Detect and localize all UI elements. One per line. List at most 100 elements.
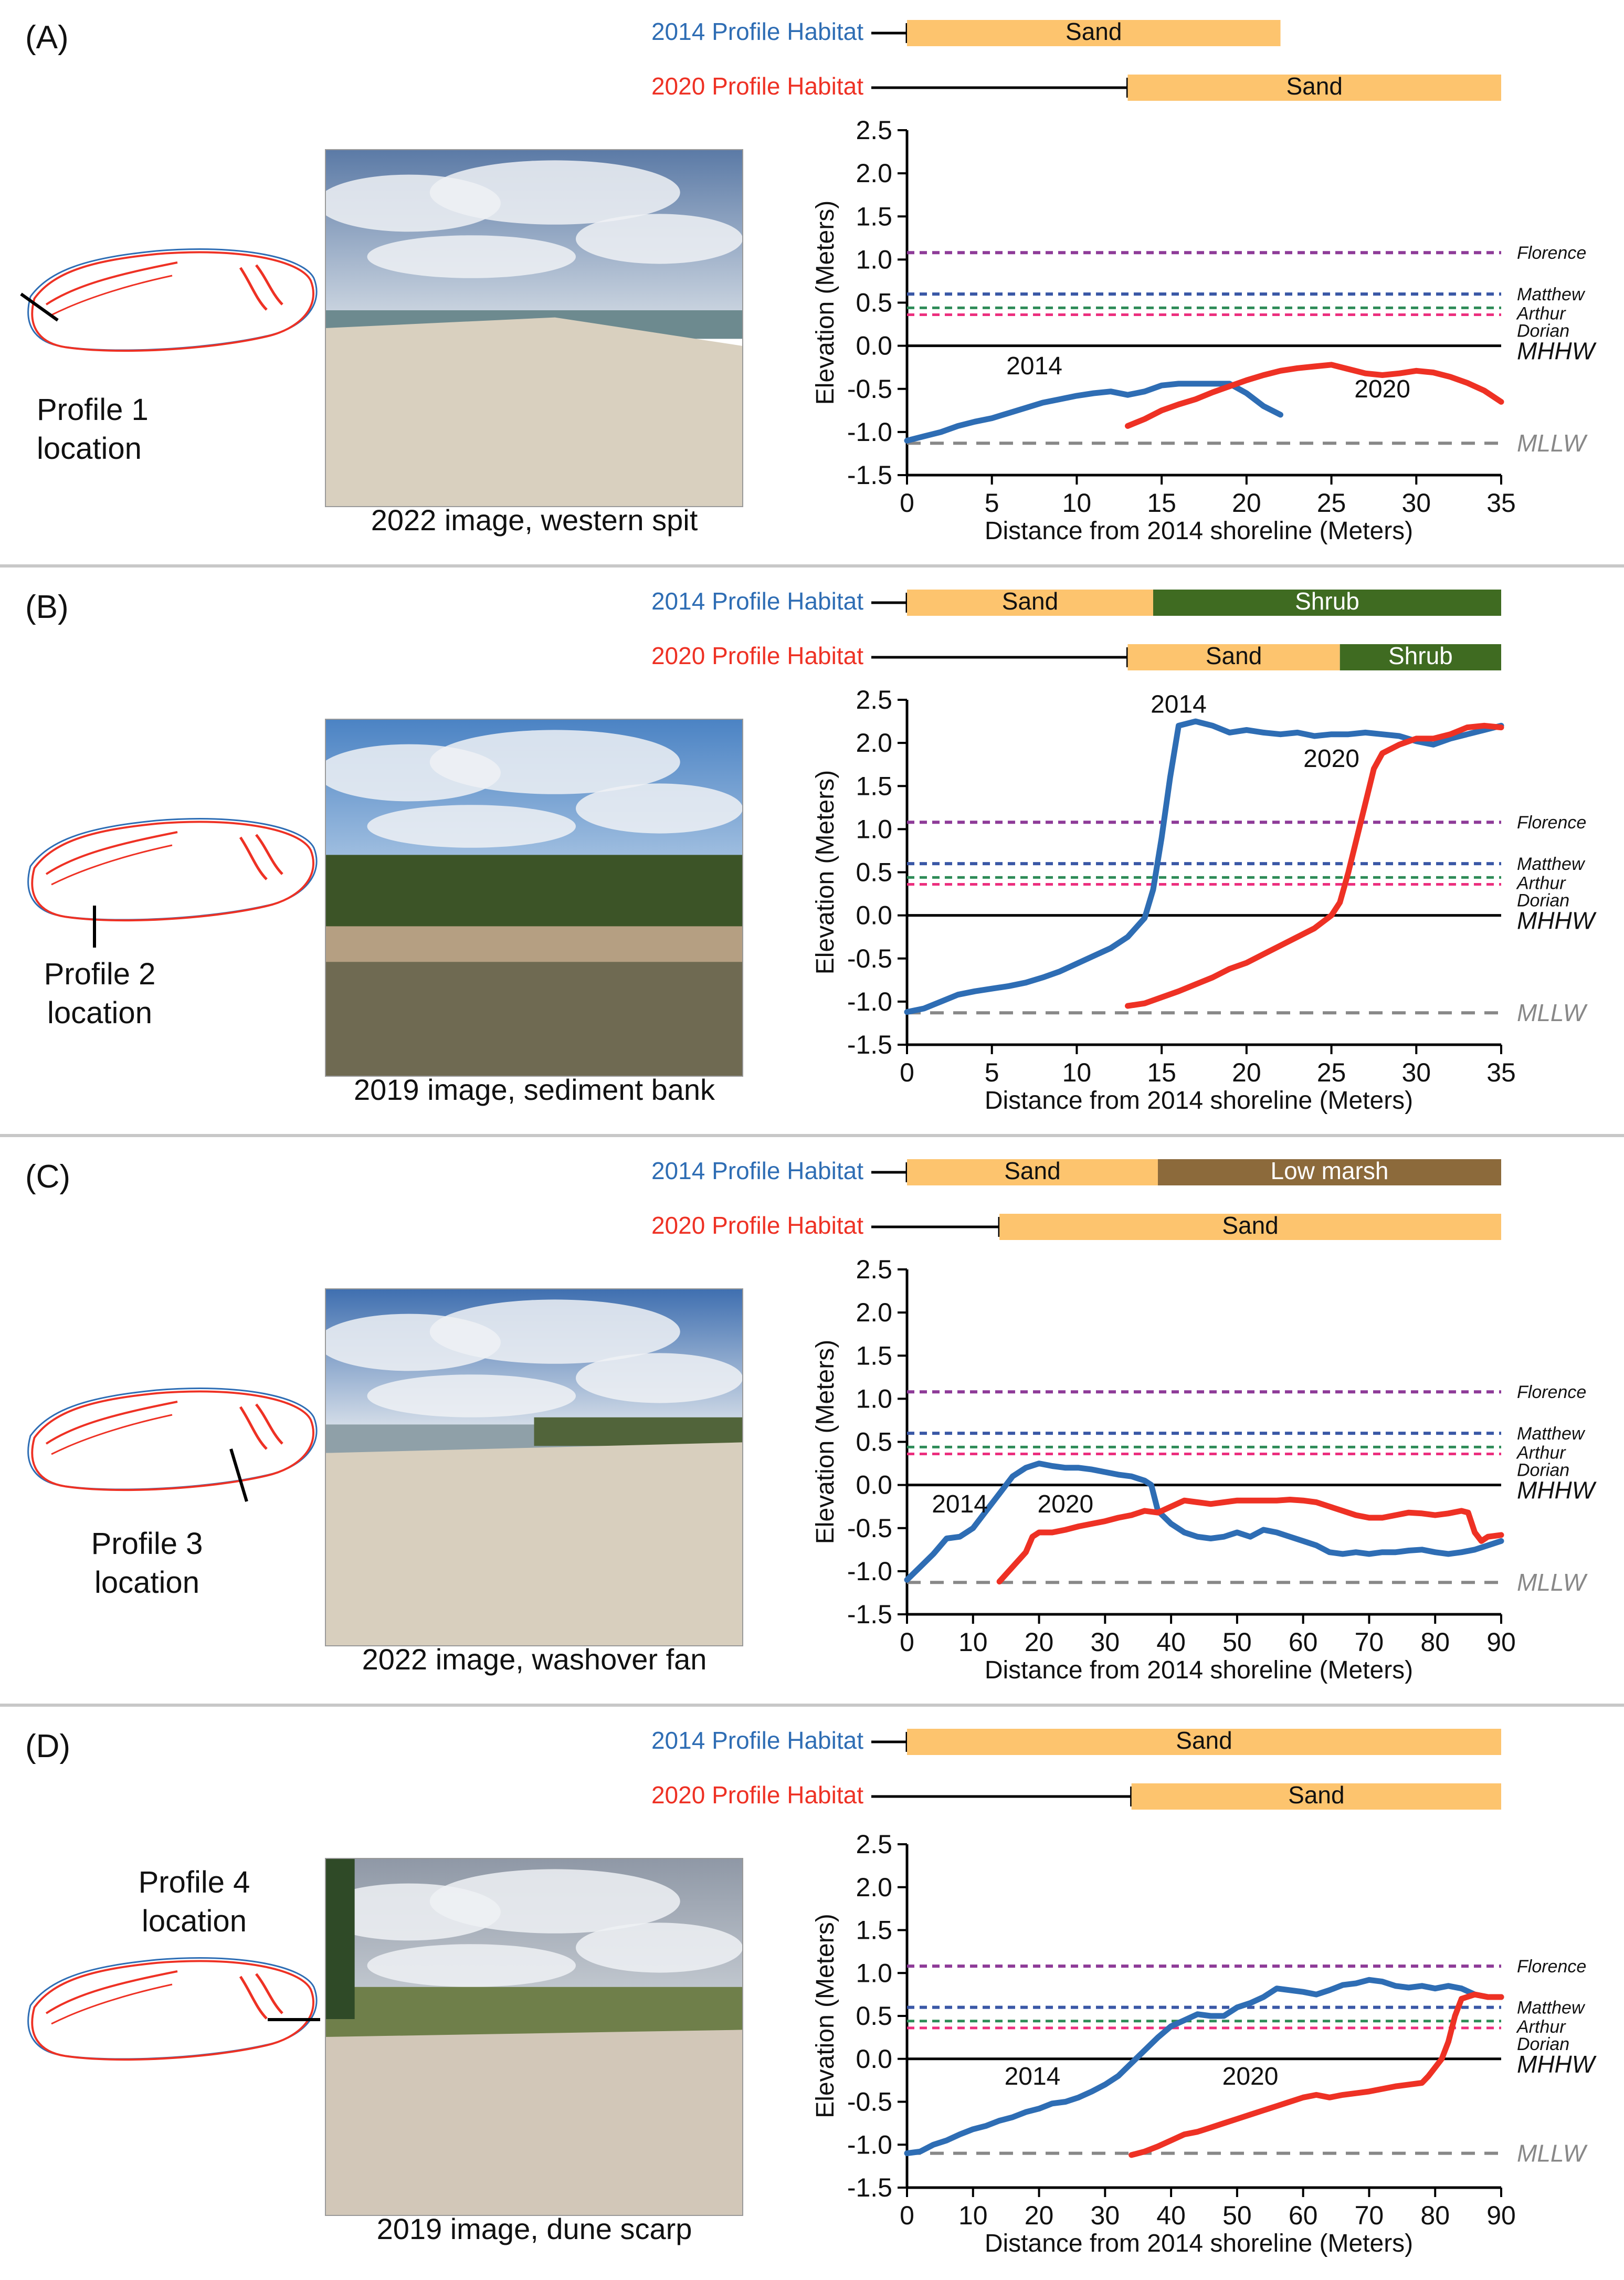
- x-axis-title: Distance from 2014 shoreline (Meters): [985, 1656, 1413, 1684]
- x-tick-label: 20: [1232, 1058, 1261, 1087]
- photo-tree: [325, 1858, 355, 2019]
- photo-image: [317, 150, 743, 507]
- x-tick-label: 70: [1355, 1627, 1384, 1657]
- photo-image: [317, 1289, 743, 1646]
- x-tick-label: 25: [1317, 1058, 1346, 1087]
- island-inner-channel: [46, 262, 177, 304]
- photo-cloud: [576, 214, 743, 264]
- photo-sand: [325, 1442, 743, 1646]
- level-label-matthew: Matthew: [1517, 854, 1586, 874]
- x-tick-label: 5: [985, 1058, 999, 1087]
- series-line-2020: [1128, 365, 1502, 426]
- island-inner-channel: [51, 1415, 172, 1454]
- photo-bank: [325, 926, 743, 962]
- level-label-matthew: Matthew: [1517, 285, 1586, 304]
- x-tick-label: 50: [1222, 2201, 1252, 2230]
- x-tick-label: 30: [1091, 1627, 1120, 1657]
- profile-location-label: location: [142, 1904, 247, 1938]
- y-tick-label: 0.5: [856, 288, 892, 318]
- x-tick-label: 0: [900, 1627, 914, 1657]
- level-label-mhhw: MHHW: [1517, 907, 1597, 934]
- y-tick-label: 2.0: [856, 159, 892, 188]
- series-label-2014: 2014: [1006, 352, 1062, 380]
- habitat-label-2020: 2020 Profile Habitat: [651, 1212, 863, 1239]
- photo-caption: 2022 image, washover fan: [362, 1643, 707, 1676]
- habitat-bar-label: Sand: [1002, 587, 1058, 615]
- photo-sand: [325, 318, 743, 507]
- habitat-label-2014: 2014 Profile Habitat: [651, 587, 863, 615]
- series-label-2020: 2020: [1354, 375, 1410, 403]
- series-line-2014: [907, 721, 1501, 1012]
- level-label-mhhw: MHHW: [1517, 2051, 1597, 2078]
- y-tick-label: 0.0: [856, 1470, 892, 1500]
- y-tick-label: -1.0: [847, 2130, 892, 2159]
- level-label-florence: Florence: [1517, 243, 1586, 263]
- island-creek: [240, 1974, 282, 2019]
- island-creek: [240, 265, 282, 310]
- y-tick-label: -0.5: [847, 944, 892, 973]
- habitat-bar-label: Sand: [1288, 1781, 1344, 1809]
- y-tick-label: -1.5: [847, 2173, 892, 2202]
- habitat-label-2014: 2014 Profile Habitat: [651, 1727, 863, 1754]
- y-tick-label: -1.5: [847, 1600, 892, 1629]
- y-tick-label: 0.0: [856, 901, 892, 930]
- y-tick-label: 2.5: [856, 685, 892, 715]
- y-axis-title: Elevation (Meters): [811, 201, 839, 405]
- photo-sand: [325, 2030, 743, 2215]
- x-tick-label: 10: [1062, 488, 1092, 518]
- x-tick-label: 10: [1062, 1058, 1092, 1087]
- level-label-mllw: MLLW: [1517, 999, 1588, 1026]
- photo-cloud: [576, 783, 743, 833]
- y-tick-label: 1.0: [856, 1958, 892, 1988]
- y-tick-label: 2.0: [856, 728, 892, 758]
- x-tick-label: 10: [958, 2201, 988, 2230]
- x-axis-title: Distance from 2014 shoreline (Meters): [985, 1087, 1413, 1115]
- series-label-2020: 2020: [1222, 2063, 1279, 2090]
- profile-location-label: location: [37, 432, 142, 466]
- photo-caption: 2022 image, western spit: [371, 503, 698, 537]
- level-label-mhhw: MHHW: [1517, 1477, 1597, 1504]
- habitat-bar-label: Low marsh: [1270, 1157, 1388, 1184]
- series-label-2020: 2020: [1303, 745, 1359, 773]
- photo-cloud: [367, 1374, 576, 1417]
- profile-marker-line: [21, 294, 58, 320]
- profile-location-label: location: [47, 996, 152, 1030]
- x-tick-label: 70: [1355, 2201, 1384, 2230]
- profile-location-label: Profile 4: [139, 1865, 250, 1899]
- series-label-2014: 2014: [932, 1490, 988, 1518]
- level-label-mllw: MLLW: [1517, 1569, 1588, 1596]
- x-tick-label: 30: [1401, 1058, 1431, 1087]
- x-tick-label: 35: [1486, 1058, 1516, 1087]
- y-tick-label: 1.5: [856, 1341, 892, 1370]
- y-tick-label: 1.0: [856, 814, 892, 844]
- series-line-2014: [907, 384, 1281, 440]
- y-tick-label: -0.5: [847, 1514, 892, 1543]
- island-inner-channel: [46, 1402, 177, 1444]
- island-creek: [240, 835, 282, 879]
- x-tick-label: 0: [900, 1058, 914, 1087]
- level-label-florence: Florence: [1517, 1957, 1586, 1977]
- y-tick-label: -1.0: [847, 1557, 892, 1586]
- y-tick-label: 2.5: [856, 115, 892, 145]
- level-label-florence: Florence: [1517, 1382, 1586, 1402]
- y-tick-label: -1.5: [847, 460, 892, 490]
- level-label-matthew: Matthew: [1517, 1998, 1586, 2018]
- x-tick-label: 30: [1401, 488, 1431, 518]
- photo-water: [325, 962, 743, 1076]
- y-tick-label: 0.5: [856, 858, 892, 887]
- habitat-bar-label: Sand: [1176, 1727, 1232, 1754]
- x-tick-label: 80: [1420, 2201, 1450, 2230]
- x-tick-label: 0: [900, 488, 914, 518]
- x-tick-label: 40: [1156, 1627, 1186, 1657]
- habitat-label-2020: 2020 Profile Habitat: [651, 642, 863, 669]
- x-tick-label: 80: [1420, 1627, 1450, 1657]
- y-tick-label: 2.5: [856, 1255, 892, 1284]
- level-label-mhhw: MHHW: [1517, 338, 1597, 365]
- y-tick-label: 1.5: [856, 202, 892, 231]
- photo-cloud: [367, 235, 576, 278]
- y-tick-label: 1.0: [856, 1384, 892, 1413]
